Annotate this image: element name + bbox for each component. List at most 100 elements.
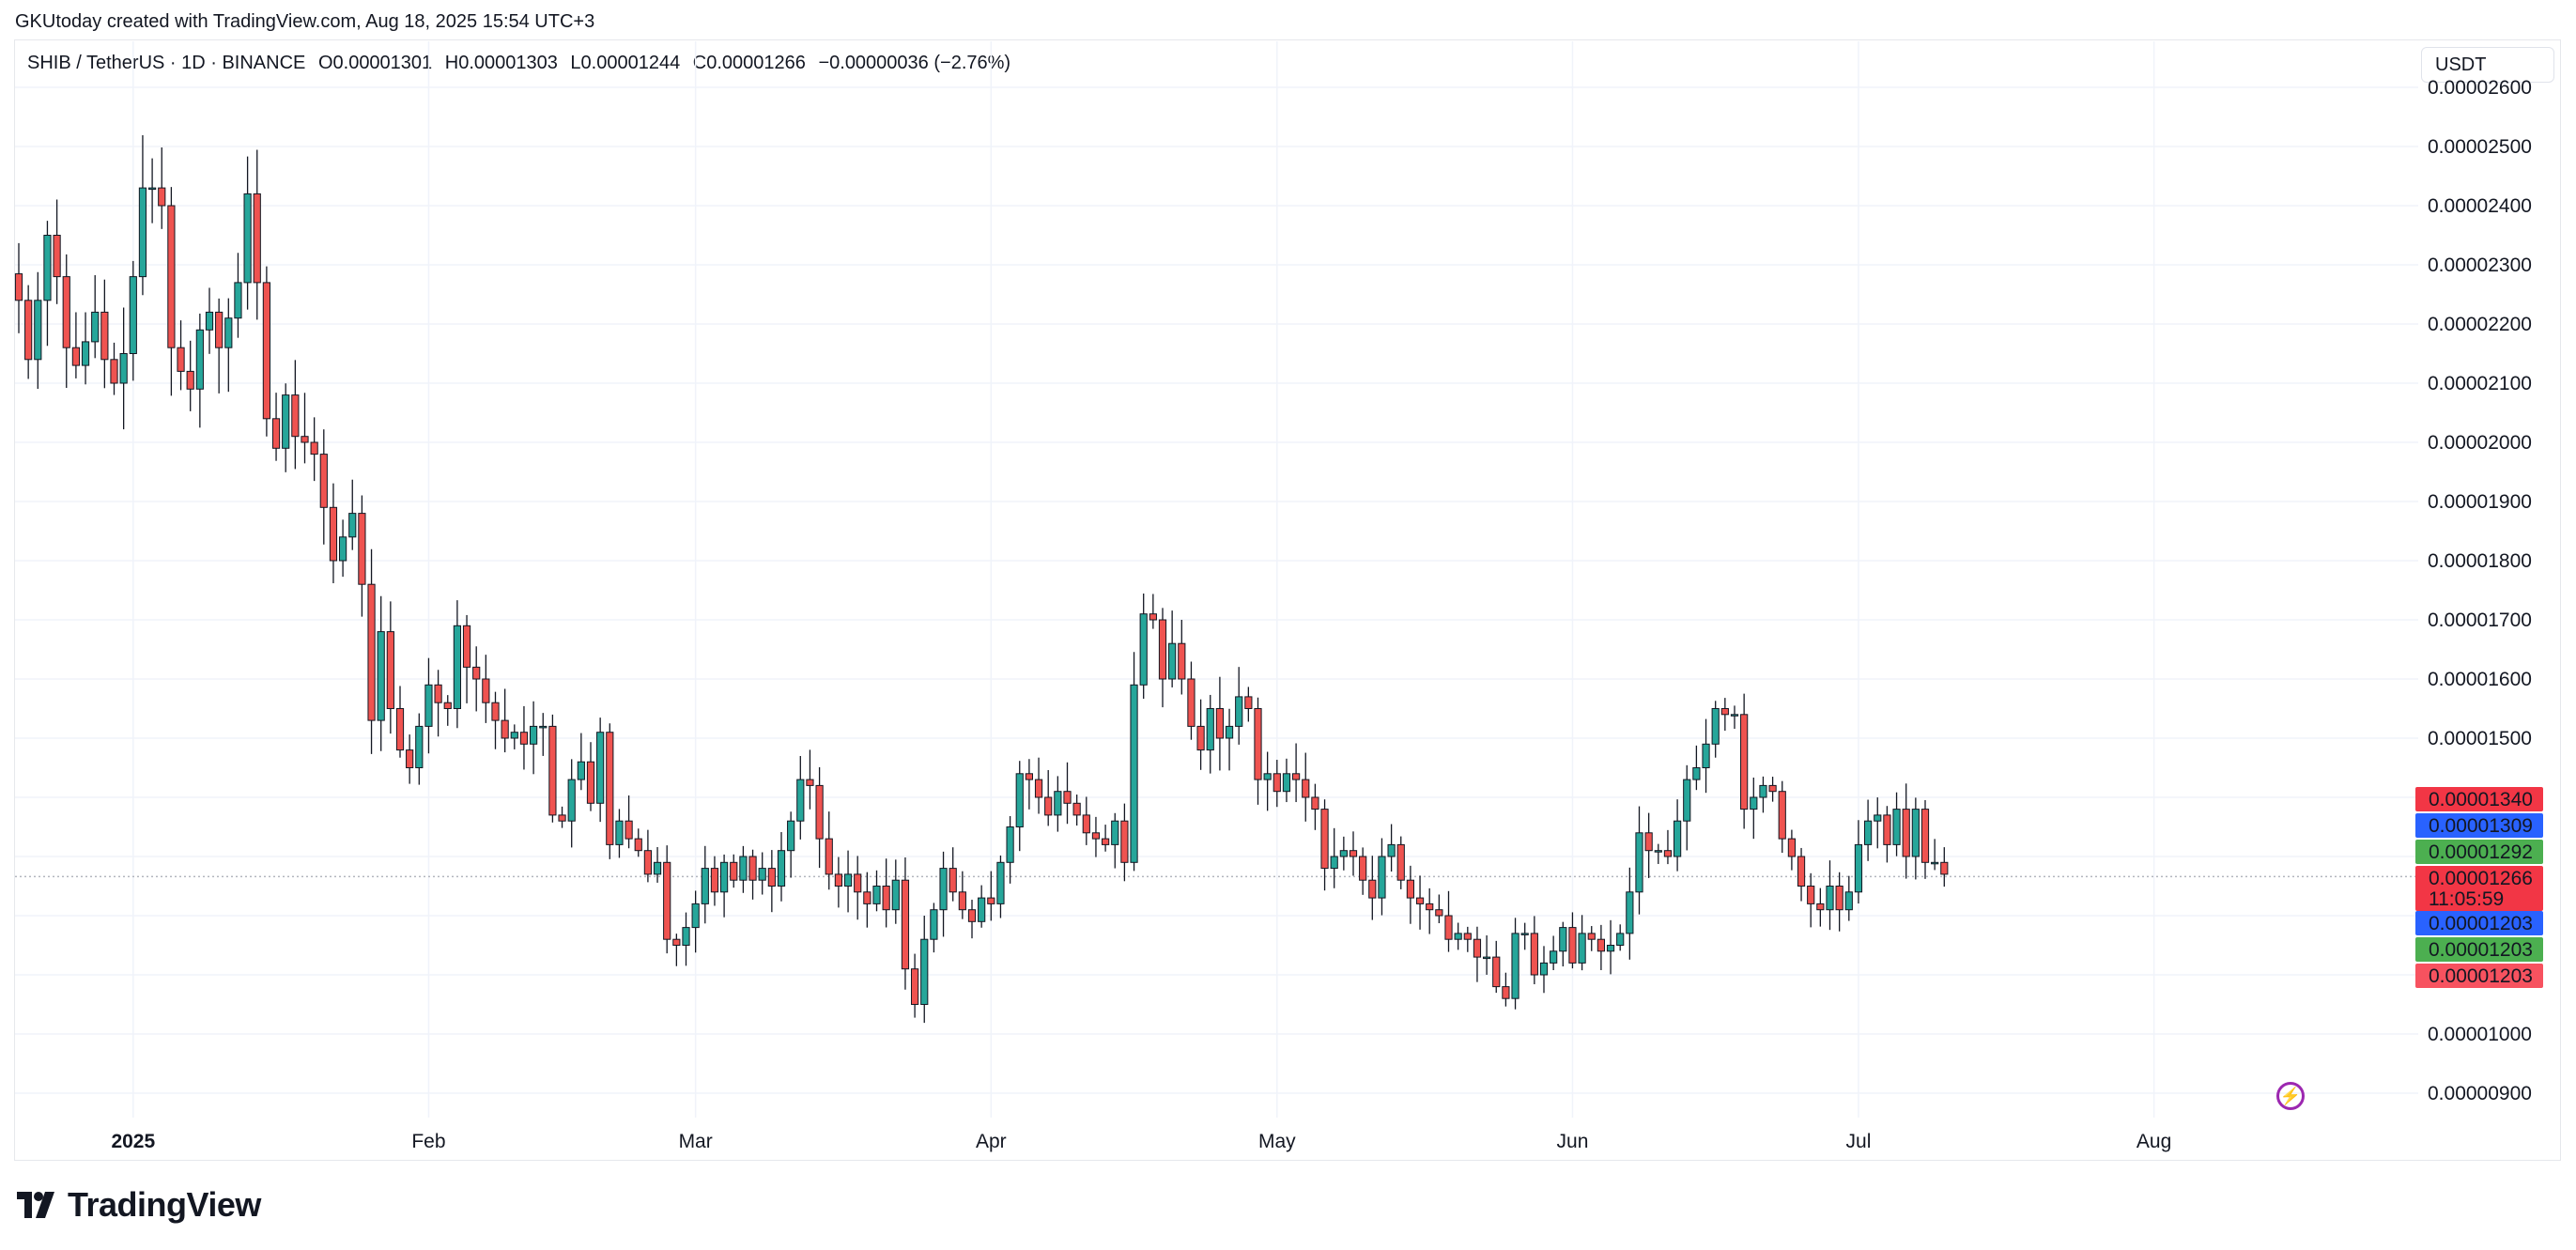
candle: [882, 858, 890, 928]
chart-frame: [14, 39, 2561, 1161]
candle: [482, 655, 490, 723]
date-tick-label: Jul: [1846, 1131, 1872, 1152]
candle: [577, 733, 585, 791]
candle: [1444, 890, 1453, 952]
candle-body: [177, 347, 185, 372]
price-tick-label: 0.00001000: [2428, 1024, 2532, 1045]
candle: [100, 279, 109, 389]
candle-body: [710, 868, 719, 893]
candle: [1111, 812, 1119, 869]
price-tag-box: [2415, 840, 2543, 864]
candle-body: [1396, 843, 1405, 881]
candle-body: [672, 938, 681, 947]
candle-body: [243, 193, 252, 284]
candle: [1807, 872, 1815, 928]
close-value: C0.00001266: [692, 53, 806, 73]
candle: [1006, 816, 1014, 884]
candle: [148, 158, 157, 224]
candle-body: [1492, 956, 1501, 988]
candle-body: [339, 536, 347, 562]
candle-body: [548, 725, 557, 816]
candle-body: [1920, 809, 1930, 863]
candle-body: [634, 838, 642, 852]
candle-body: [606, 732, 614, 845]
candle-body: [1206, 708, 1214, 751]
tradingview-logo[interactable]: TradingView: [17, 1185, 261, 1225]
currency-button[interactable]: USDT: [2421, 47, 2554, 83]
candle-body: [1587, 933, 1596, 940]
candle: [1120, 803, 1129, 882]
candle-body: [158, 187, 166, 207]
candle-body: [1454, 933, 1462, 940]
candle-body: [930, 909, 938, 940]
candle-body: [282, 394, 290, 449]
candle-body: [843, 873, 853, 887]
candle-body: [395, 708, 405, 751]
date-tick-label: Mar: [679, 1131, 713, 1152]
candle: [1149, 594, 1157, 629]
candle-body: [558, 814, 566, 822]
candle-body: [996, 861, 1005, 904]
candle: [891, 859, 900, 924]
candle-body: [796, 779, 805, 822]
candle: [1311, 783, 1319, 830]
candle: [1559, 921, 1567, 967]
candle: [710, 856, 719, 906]
price-axis[interactable]: 0.00000900 0.00001000 0.00001500 0.00001600…: [2428, 77, 2532, 1104]
candle: [558, 806, 566, 828]
tradingview-logo-icon: [17, 1192, 54, 1218]
candle: [1750, 777, 1758, 840]
candle: [978, 885, 986, 928]
price-tag-label: 0.00001340: [2429, 789, 2533, 810]
candle-body: [1044, 796, 1053, 816]
lightning-icon[interactable]: ⚡: [2276, 1082, 2305, 1110]
candle: [806, 749, 814, 810]
candle-body: [110, 359, 118, 384]
candle: [1683, 764, 1691, 851]
candle: [1940, 847, 1949, 887]
candle-body: [1520, 933, 1529, 935]
candle-body: [787, 820, 795, 852]
candle-body: [1711, 708, 1720, 745]
candle: [777, 832, 786, 902]
price-tag: 0.00001203: [2415, 911, 2543, 935]
candle-body: [1730, 714, 1739, 717]
candle: [1044, 769, 1053, 826]
candle-body: [815, 784, 824, 840]
price-tag-label: 0.00001203: [2429, 965, 2533, 987]
candle: [987, 871, 995, 921]
price-tag-box: [2415, 964, 2543, 988]
candle-body: [730, 861, 738, 881]
candle: [1187, 661, 1195, 740]
price-tag-countdown: 11:05:59: [2429, 888, 2504, 910]
candle: [606, 723, 614, 859]
candle: [1654, 843, 1662, 864]
candle: [1883, 806, 1891, 863]
symbol-name[interactable]: SHIB / TetherUS · 1D · BINANCE: [27, 53, 306, 73]
price-tag: 0.00001292: [2415, 840, 2543, 864]
candle-body: [1692, 767, 1701, 780]
candle: [1578, 915, 1586, 971]
candle-body: [462, 625, 471, 668]
candle-body: [1330, 856, 1338, 870]
candle-body: [1902, 809, 1910, 857]
candle-body: [978, 897, 986, 922]
candle: [1025, 759, 1034, 810]
candle-body: [1807, 886, 1815, 904]
candle: [395, 686, 405, 758]
candle: [406, 734, 414, 784]
grid-lines: [15, 41, 2418, 1118]
candle: [1339, 836, 1348, 871]
candle: [1644, 812, 1653, 878]
time-axis[interactable]: 2025 Feb Mar Apr May Jun Jul Aug: [111, 1131, 2171, 1152]
candle-body: [987, 897, 995, 904]
candle-body: [1015, 773, 1024, 827]
candle: [367, 548, 376, 754]
candle: [1320, 799, 1329, 891]
candle-body: [1911, 809, 1920, 857]
candle: [1396, 836, 1405, 889]
candle: [548, 714, 557, 823]
candle: [1368, 856, 1377, 920]
candle-body: [1626, 891, 1634, 934]
